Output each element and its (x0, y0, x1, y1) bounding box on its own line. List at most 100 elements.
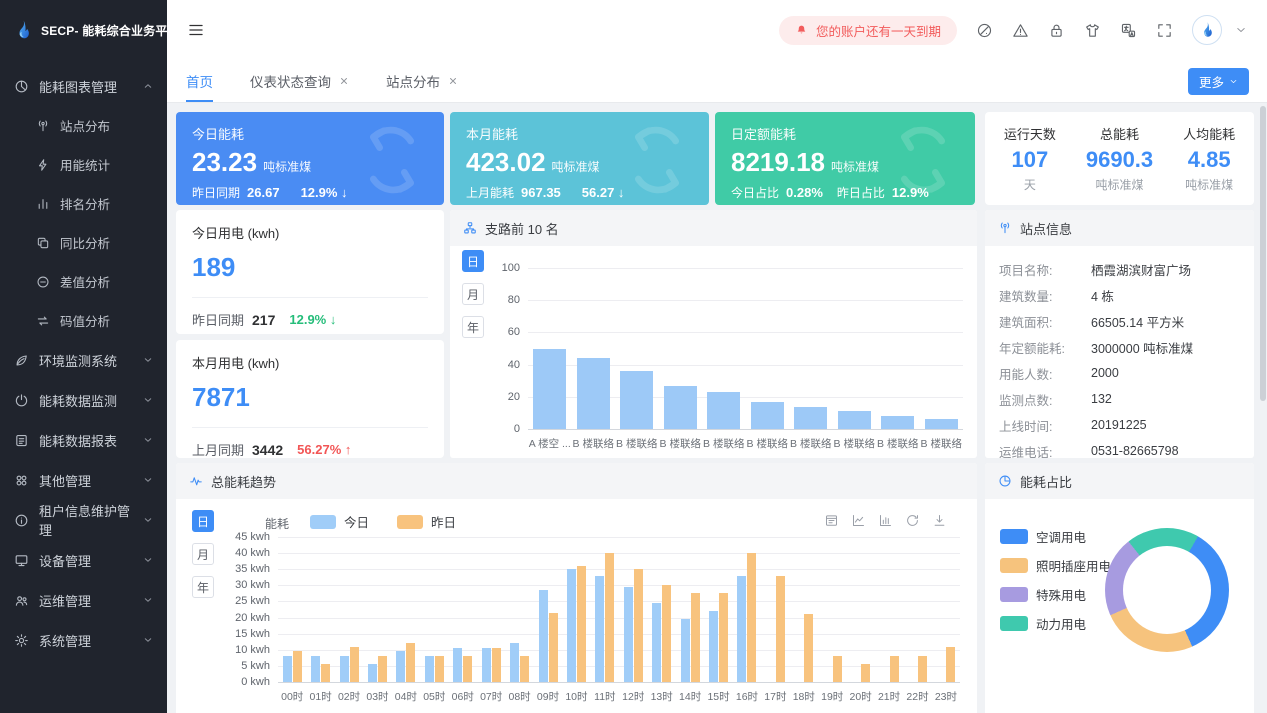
tab-site-distribution[interactable]: 站点分布 (386, 60, 458, 102)
legend-item-特殊用电[interactable]: 特殊用电 (1000, 585, 1111, 604)
legend-item-动力用电[interactable]: 动力用电 (1000, 614, 1111, 633)
trend-period-年[interactable]: 年 (192, 576, 214, 598)
sidebar-item-site-distribution[interactable]: 站点分布 (0, 106, 167, 145)
kpi-title: 日定额能耗 (731, 127, 797, 142)
site-info-row: 建筑数量: 4 栋 (999, 289, 1114, 304)
stat-总能耗: 总能耗 9690.3 吨标准煤 (1085, 127, 1154, 192)
x-tick-label: 06时 (451, 691, 474, 703)
sidebar-item-difference-analysis[interactable]: 差值分析 (0, 262, 167, 301)
trend-period-日[interactable]: 日 (192, 510, 214, 532)
more-button[interactable]: 更多 (1187, 68, 1249, 95)
sidebar-item-energy-chart-mgmt[interactable]: 能耗图表管理 (0, 66, 167, 106)
month-electricity-card: 本月用电 (kwh) 7871 上月同期 3442 56.27% ↑ (176, 340, 444, 458)
sidebar-item-label: 同比分析 (60, 237, 111, 251)
legend-item-空调用电[interactable]: 空调用电 (1000, 527, 1111, 546)
sidebar-item-env-monitoring[interactable]: 环境监测系统 (0, 340, 167, 380)
sidebar-item-energy-data-monitoring[interactable]: 能耗数据监测 (0, 380, 167, 420)
sidebar-item-label: 能耗数据监测 (39, 393, 118, 409)
sidebar-item-energy-usage-stats[interactable]: 用能统计 (0, 145, 167, 184)
lock-icon[interactable] (1048, 22, 1065, 39)
x-tick-label: 03时 (366, 691, 389, 703)
bar-昨日 (548, 612, 558, 682)
bar-昨日 (917, 656, 927, 682)
x-tick-label: B 楼联络 (746, 438, 788, 450)
data-view-icon[interactable] (824, 513, 839, 528)
legend-item-昨日[interactable]: 昨日 (397, 512, 456, 531)
bar-昨日 (633, 569, 643, 682)
legend-item-照明插座用电[interactable]: 照明插座用电 (1000, 556, 1111, 575)
sidebar-item-ranking-analysis[interactable]: 排名分析 (0, 184, 167, 223)
x-tick-label: 22时 (906, 691, 929, 703)
tshirt-icon[interactable] (1084, 22, 1101, 39)
gear-icon (14, 633, 29, 648)
sidebar-item-yoy-analysis[interactable]: 同比分析 (0, 223, 167, 262)
close-icon[interactable] (339, 76, 349, 86)
line-chart-icon[interactable] (851, 513, 866, 528)
flame-logo-icon (12, 19, 34, 41)
warning-icon[interactable] (1012, 22, 1029, 39)
branch-period-日[interactable]: 日 (462, 250, 484, 272)
legend-swatch (1000, 616, 1028, 631)
sidebar-item-device-mgmt[interactable]: 设备管理 (0, 540, 167, 580)
chevron-down-icon (1229, 77, 1238, 86)
chevron-down-icon (143, 395, 153, 405)
site-info-row: 上线时间: 20191225 (999, 418, 1147, 434)
refresh-icon[interactable] (905, 513, 920, 528)
bar-今日 (481, 648, 491, 682)
branch-period-月[interactable]: 月 (462, 283, 484, 305)
card-title: 本月用电 (kwh) (192, 356, 280, 371)
sidebar-item-code-value-analysis[interactable]: 码值分析 (0, 301, 167, 340)
swap-icon (36, 314, 50, 328)
sidebar-item-ops-mgmt[interactable]: 运维管理 (0, 580, 167, 620)
bolt-icon (36, 158, 50, 172)
palette-icon[interactable] (976, 22, 993, 39)
vertical-scrollbar-thumb[interactable] (1260, 106, 1266, 401)
sidebar-item-tenant-info-mgmt[interactable]: 租户信息维护管理 (0, 500, 167, 540)
x-tick-label: 04时 (394, 691, 417, 703)
sidebar-item-other-mgmt[interactable]: 其他管理 (0, 460, 167, 500)
trend-bar-chart: 0 kwh 5 kwh 10 kwh 15 kwh 20 kwh 25 kwh 30 kwh… (235, 531, 960, 688)
bar-今日 (709, 611, 719, 682)
y-tick-label: 5 kwh (241, 659, 270, 672)
x-tick-label: A 楼空 ... (528, 438, 571, 450)
x-tick-label: 12时 (622, 691, 645, 703)
card-title: 今日用电 (kwh) (192, 226, 280, 241)
kpi-title: 本月能耗 (466, 127, 519, 142)
bar-今日 (311, 656, 321, 682)
account-expiry-notice[interactable]: 您的账户还有一天到期 (778, 15, 957, 45)
user-avatar[interactable] (1192, 15, 1222, 45)
branch-period-年[interactable]: 年 (462, 316, 484, 338)
x-tick-label: B 楼联络 (616, 438, 658, 450)
panel-title: 总能耗趋势 (211, 474, 277, 490)
collapse-sidebar-icon[interactable] (187, 21, 205, 39)
y-tick-label: 100 (501, 262, 520, 274)
translate-icon[interactable] (1120, 22, 1137, 39)
bar-昨日 (747, 553, 757, 682)
kpi-unit: 吨标准煤 (830, 160, 879, 174)
x-tick-label: 10时 (565, 691, 588, 703)
tab-meter-status-query[interactable]: 仪表状态查询 (250, 60, 349, 102)
antenna-icon (998, 221, 1012, 235)
y-tick-label: 80 (507, 294, 520, 307)
bar-昨日 (690, 593, 700, 682)
summary-stats-card: 运行天数 107 天总能耗 9690.3 吨标准煤 人均能耗 4.85 吨标准煤 (985, 112, 1254, 205)
legend-item-今日[interactable]: 今日 (310, 512, 369, 531)
download-icon[interactable] (932, 513, 947, 528)
trend-period-月[interactable]: 月 (192, 543, 214, 565)
close-icon[interactable] (448, 76, 458, 86)
bar-今日 (737, 575, 747, 682)
bar-昨日 (463, 656, 473, 682)
sidebar-item-system-mgmt[interactable]: 系统管理 (0, 620, 167, 660)
tab-home[interactable]: 首页 (186, 60, 213, 102)
bar-昨日 (349, 646, 359, 682)
user-menu-chevron-icon[interactable] (1235, 24, 1247, 36)
fullscreen-icon[interactable] (1156, 22, 1173, 39)
x-tick-label: B 楼联络 (703, 438, 745, 450)
bar-chart-icon[interactable] (878, 513, 893, 528)
sidebar-item-energy-data-report[interactable]: 能耗数据报表 (0, 420, 167, 460)
site-info-row: 建筑面积: 66505.14 平方米 (999, 315, 1185, 330)
card-value: 189 (192, 252, 236, 282)
sidebar-item-label: 环境监测系统 (39, 353, 118, 369)
y-tick-label: 25 kwh (235, 595, 270, 608)
month-energy-card: 本月能耗 423.02 吨标准煤 上月能耗 967.35 56.27 ↓ (450, 112, 709, 205)
